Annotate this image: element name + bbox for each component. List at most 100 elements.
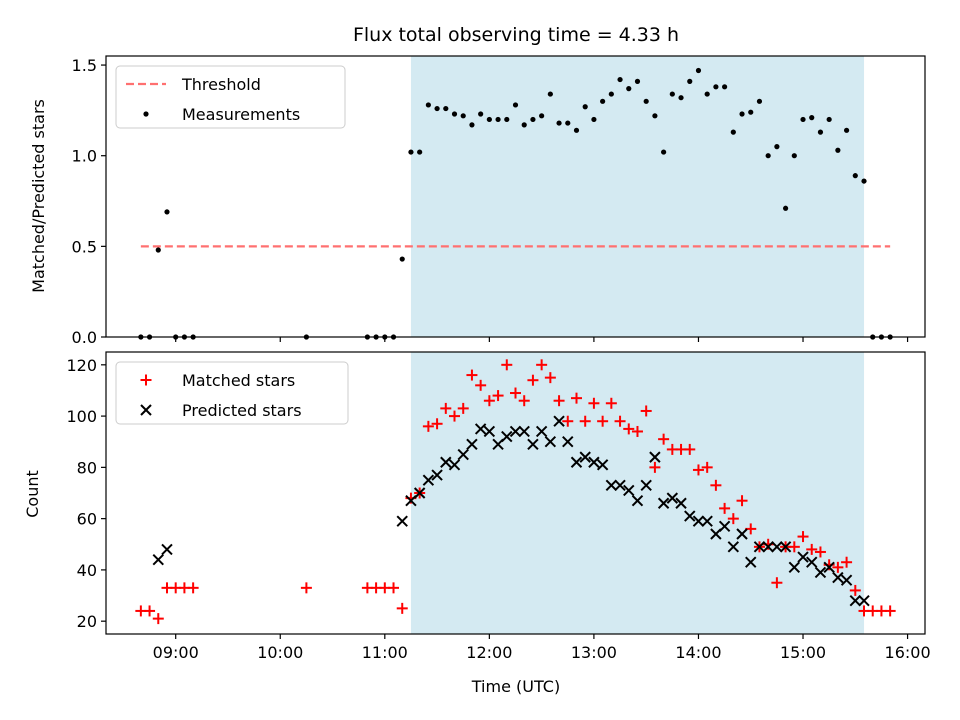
matched-star-point bbox=[187, 582, 199, 594]
predicted-star-stroke-b bbox=[640, 479, 652, 492]
measurement-point bbox=[425, 102, 431, 108]
matched-star-point bbox=[536, 359, 548, 371]
predicted-star-point bbox=[736, 528, 748, 540]
matched-star-point bbox=[483, 395, 495, 407]
predicted-star-stroke-b bbox=[666, 492, 679, 504]
matched-star-point bbox=[640, 405, 652, 417]
predicted-star-stroke-b bbox=[518, 425, 530, 438]
matched-star-point bbox=[797, 531, 809, 543]
predicted-star-stroke-b bbox=[806, 556, 818, 568]
matched-star-point bbox=[692, 464, 704, 476]
predicted-star-stroke-b bbox=[684, 510, 696, 522]
predicted-star-stroke-b bbox=[692, 515, 705, 527]
measurement-point bbox=[617, 76, 623, 83]
measurement-point bbox=[826, 116, 832, 123]
measurement-point bbox=[478, 111, 484, 117]
matched-star-point bbox=[510, 387, 521, 399]
predicted-star-point bbox=[701, 515, 713, 527]
matched-star-point bbox=[300, 582, 312, 594]
measurement-point bbox=[687, 78, 693, 84]
measurement-point bbox=[399, 256, 405, 262]
matched-star-point bbox=[727, 513, 739, 525]
measurement-point bbox=[695, 67, 702, 74]
top-legend-box bbox=[115, 65, 346, 129]
predicted-star-stroke-b bbox=[596, 459, 609, 471]
measurement-point bbox=[748, 109, 754, 115]
predicted-star-point bbox=[474, 423, 487, 435]
measurement-point bbox=[547, 91, 553, 97]
predicted-star-point bbox=[666, 492, 679, 504]
measurement-point bbox=[835, 147, 841, 153]
matched-star-point bbox=[457, 402, 469, 414]
measurement-point bbox=[451, 111, 458, 117]
predicted-star-point bbox=[623, 484, 635, 497]
predicted-star-stroke-b bbox=[588, 456, 600, 468]
predicted-star-point bbox=[745, 556, 757, 568]
measurement-point bbox=[573, 127, 580, 133]
top-y-tick-label: 0.5 bbox=[72, 237, 97, 256]
predicted-star-stroke-b bbox=[771, 541, 783, 553]
bottom-y-tick-label: 80 bbox=[77, 458, 97, 477]
predicted-star-stroke-b bbox=[823, 561, 835, 574]
measurement-point bbox=[460, 113, 466, 119]
predicted-star-point bbox=[518, 425, 530, 438]
matched-star-point bbox=[614, 415, 626, 427]
predicted-star-point bbox=[509, 425, 522, 438]
predicted-star-point bbox=[657, 497, 670, 509]
measurement-point bbox=[756, 98, 763, 104]
predicted-star-point bbox=[431, 469, 443, 481]
matched-star-point bbox=[449, 410, 461, 422]
predicted-star-point bbox=[823, 561, 835, 574]
legend-predicted-marker bbox=[140, 404, 152, 416]
predicted-star-point bbox=[849, 594, 862, 607]
top-y-tick-label: 0.0 bbox=[72, 328, 97, 347]
predicted-star-point bbox=[614, 479, 626, 492]
predicted-star-point bbox=[570, 456, 583, 468]
matched-star-point bbox=[579, 415, 591, 427]
predicted-star-stroke-b bbox=[649, 451, 661, 463]
predicted-star-stroke-b bbox=[675, 497, 687, 509]
predicted-star-stroke-b bbox=[762, 541, 774, 553]
measurement-point bbox=[704, 91, 710, 97]
predicted-star-point bbox=[779, 541, 792, 553]
measurement-point bbox=[155, 247, 161, 253]
predicted-star-stroke-b bbox=[858, 594, 870, 607]
x-tick-label: 09:00 bbox=[153, 643, 199, 662]
matched-star-point bbox=[562, 415, 574, 427]
predicted-star-stroke-b bbox=[431, 469, 443, 481]
predicted-star-point bbox=[640, 479, 652, 492]
predicted-star-stroke-b bbox=[570, 456, 583, 468]
measurement-point bbox=[669, 91, 675, 97]
predicted-star-stroke-b bbox=[631, 494, 644, 507]
top-y-tick-label: 1.0 bbox=[72, 147, 97, 166]
predicted-star-stroke-b bbox=[832, 571, 844, 584]
predicted-star-point bbox=[562, 436, 574, 448]
matched-star-point bbox=[771, 577, 783, 589]
predicted-star-stroke-b bbox=[623, 484, 635, 497]
predicted-star-stroke-b bbox=[718, 520, 731, 533]
measurement-point bbox=[486, 116, 492, 123]
predicted-star-point bbox=[588, 456, 600, 468]
matched-star-point bbox=[832, 561, 844, 573]
predicted-star-stroke-b bbox=[797, 551, 809, 563]
measurement-point bbox=[504, 116, 510, 123]
measurement-point bbox=[539, 113, 545, 119]
predicted-star-stroke-b bbox=[814, 566, 827, 579]
measurement-point bbox=[495, 116, 501, 123]
matched-star-point bbox=[814, 546, 826, 558]
matched-star-point bbox=[466, 369, 478, 381]
predicted-star-point bbox=[440, 456, 452, 468]
matched-star-point bbox=[701, 461, 713, 473]
predicted-star-point bbox=[675, 497, 687, 509]
predicted-star-stroke-b bbox=[605, 479, 618, 492]
top-axes-frame bbox=[105, 55, 926, 338]
measurement-point bbox=[530, 116, 536, 123]
predicted-star-point bbox=[684, 510, 696, 522]
x-tick-label: 11:00 bbox=[362, 643, 408, 662]
predicted-star-point bbox=[631, 494, 644, 507]
predicted-star-point bbox=[858, 594, 870, 607]
bottom-observing-window bbox=[410, 352, 865, 634]
predicted-star-stroke-b bbox=[840, 574, 853, 586]
predicted-star-stroke-b bbox=[553, 415, 565, 427]
predicted-star-point bbox=[161, 543, 173, 556]
